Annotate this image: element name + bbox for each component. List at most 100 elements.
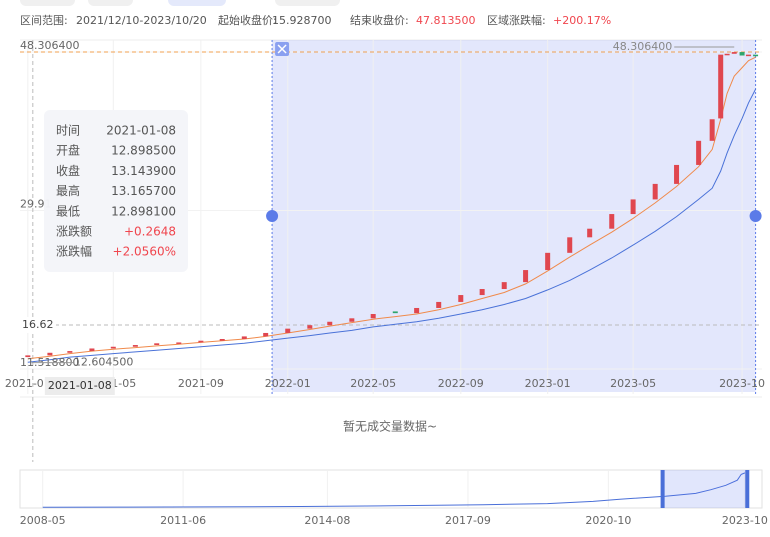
crosshair-x-box xyxy=(44,377,115,395)
candle xyxy=(739,52,745,56)
candle xyxy=(327,321,333,326)
navigator-line xyxy=(42,472,746,508)
x-tick-label: 2023-01 xyxy=(525,377,571,390)
candle xyxy=(652,183,658,200)
ma-line xyxy=(27,88,757,363)
tooltip-label: 时间 xyxy=(56,124,80,138)
tooltip-value: +0.2648 xyxy=(124,225,176,239)
x-tick-label: 2023-10 xyxy=(719,377,765,390)
max-marker: 48.306400 xyxy=(613,40,673,53)
tooltip-label: 最低 xyxy=(56,204,80,218)
tooltip-value: 12.898100 xyxy=(111,204,176,218)
tooltip-value: 13.165700 xyxy=(111,184,176,198)
range-label: 区间范围: xyxy=(20,13,68,27)
candle xyxy=(154,343,160,346)
candle xyxy=(479,289,485,296)
tooltip-label: 最高 xyxy=(56,183,80,198)
start: 15.928700 xyxy=(272,14,332,27)
candle xyxy=(132,345,138,347)
navigator-tick-label: 2023-10 xyxy=(722,514,768,527)
selection-handle[interactable] xyxy=(749,210,762,222)
x-tick-label: 2022-05 xyxy=(350,377,396,390)
navigator-tick-label: 2017-09 xyxy=(445,514,491,527)
x-tick-label: 2021-01 xyxy=(5,377,51,390)
selection-handle[interactable] xyxy=(266,210,279,222)
candle xyxy=(67,351,73,353)
y-tick-label: 48.306400 xyxy=(20,39,80,52)
crosshair-y-label: 16.62 xyxy=(22,318,54,331)
candle xyxy=(110,346,116,349)
candle xyxy=(25,355,31,358)
crosshair-y-box xyxy=(20,317,56,334)
candle xyxy=(198,340,204,343)
candle xyxy=(414,307,420,314)
navigator-selection xyxy=(662,470,748,508)
navigator-handle[interactable] xyxy=(745,470,750,508)
candle xyxy=(307,325,313,329)
summary: 区间范围: 2021/12/10-2023/10/20 起始收盘价: 15.92… xyxy=(20,13,611,27)
candle xyxy=(567,237,573,253)
navigator-tick-label: 2011-06 xyxy=(160,514,206,527)
candle xyxy=(587,228,593,238)
candle xyxy=(753,54,759,57)
navigator-frame xyxy=(19,469,763,509)
navigator-tick-label: 2020-10 xyxy=(585,514,631,527)
close-icon xyxy=(277,44,287,54)
end-label: 结束收盘价: xyxy=(350,13,409,27)
min-marker: 12.604500 xyxy=(74,356,133,369)
tab[interactable] xyxy=(88,0,133,6)
navigator-handle[interactable] xyxy=(660,470,665,508)
candle xyxy=(263,332,269,337)
candle xyxy=(745,54,751,57)
tooltip-value: 2021-01-08 xyxy=(106,124,176,138)
x-tick-label: 2022-09 xyxy=(438,377,484,390)
tab[interactable] xyxy=(20,0,75,6)
candle xyxy=(709,119,715,141)
candle xyxy=(370,314,376,319)
x-tick-label: 2021-09 xyxy=(178,377,224,390)
tooltip-box xyxy=(44,110,188,272)
candle xyxy=(523,270,529,283)
candle xyxy=(724,53,730,56)
candle xyxy=(349,318,355,322)
tooltip-label: 收盘 xyxy=(56,163,80,178)
x-tick-label: 2023-05 xyxy=(610,377,656,390)
change: +200.17% xyxy=(553,14,611,27)
candle xyxy=(392,311,398,314)
selection xyxy=(272,40,756,392)
candle xyxy=(630,199,636,215)
candle xyxy=(241,336,247,339)
tab[interactable] xyxy=(275,0,340,6)
candle xyxy=(436,301,442,308)
navigator-tick-label: 2014-08 xyxy=(304,514,350,527)
candle xyxy=(696,140,702,165)
candle xyxy=(718,54,724,119)
candle xyxy=(89,348,95,352)
candle xyxy=(219,338,225,341)
candle xyxy=(47,352,53,356)
candle xyxy=(176,342,182,344)
x-tick-label: 2022-01 xyxy=(265,377,311,390)
tooltip-value: 13.143900 xyxy=(111,164,176,178)
tooltip-label: 涨跌幅 xyxy=(56,244,92,259)
candle xyxy=(731,52,737,54)
candle xyxy=(458,295,464,302)
tooltip-value: +2.0560% xyxy=(113,245,176,259)
candle xyxy=(674,164,680,184)
tooltip-label: 涨跌额 xyxy=(56,224,92,239)
tooltip-value: 12.898500 xyxy=(111,144,176,158)
tab[interactable] xyxy=(168,0,226,6)
range: 2021/12/10-2023/10/20 xyxy=(76,14,207,27)
navigator-tick-label: 2008-05 xyxy=(20,514,66,527)
candle xyxy=(545,252,551,271)
y-tick-label: 29.91 xyxy=(20,198,52,211)
volume-empty: 暂无成交量数据~ xyxy=(343,419,437,434)
end: 47.813500 xyxy=(416,14,476,27)
ma-line xyxy=(27,56,756,360)
start-label: 起始收盘价: xyxy=(218,13,277,27)
tooltip-label: 开盘 xyxy=(56,143,80,158)
crosshair-x-label: 2021-01-08 xyxy=(48,379,112,392)
candle xyxy=(285,328,291,333)
